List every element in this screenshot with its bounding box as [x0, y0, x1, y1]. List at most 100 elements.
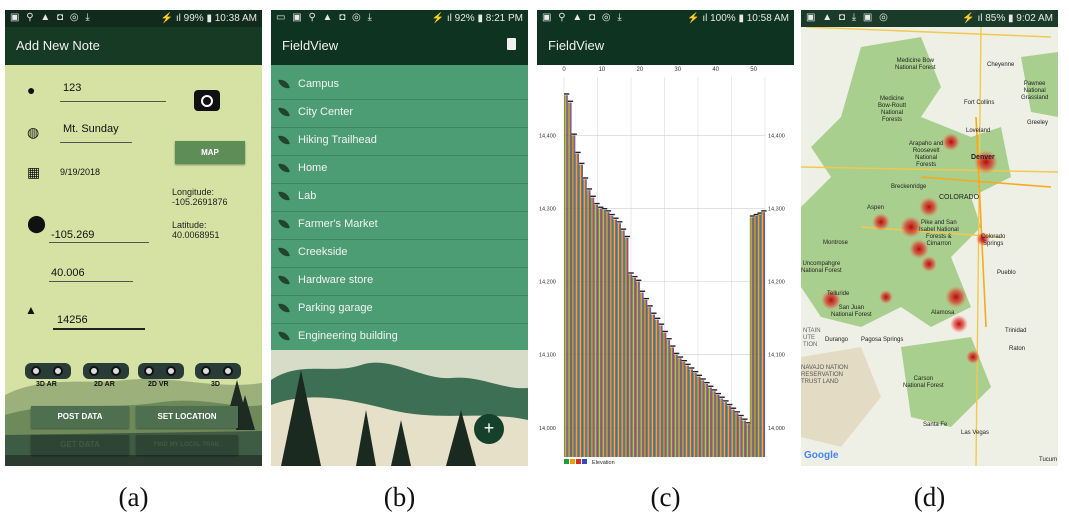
bar	[628, 274, 630, 457]
status-bar: ▣ ⚲ ▲ ◘ ◎ ⤓ ⚡ ıl 99% ▮ 10:38 AM	[5, 10, 262, 27]
bar	[695, 372, 697, 457]
bar	[582, 164, 583, 457]
bar	[650, 307, 652, 457]
bar	[639, 292, 641, 457]
x-tick-label: 10	[599, 67, 606, 73]
latitude-input[interactable]: 40.006	[51, 267, 85, 279]
bar	[740, 416, 742, 457]
bar	[666, 340, 668, 457]
vr-2d-vr-button[interactable]	[136, 361, 186, 383]
bar	[615, 219, 617, 457]
find-trail-button[interactable]: FIND MY LOCAL TRAIL	[136, 435, 238, 455]
bar	[585, 179, 587, 458]
bar	[700, 380, 702, 457]
calendar-icon: ▦	[27, 164, 41, 180]
set-location-button[interactable]: SET LOCATION	[136, 406, 238, 428]
bar	[637, 281, 639, 457]
elevation-underline	[53, 328, 145, 330]
map-label-pike: Pike and San Isabel National Forests & C…	[919, 220, 959, 247]
app-bar: FieldView	[271, 27, 528, 65]
bar	[729, 405, 731, 457]
data-label	[689, 367, 695, 369]
status-bar: ▣ ▲ ◘ ⤓ ▣ ◎ ⚡ ıl 85% ▮ 9:02 AM	[801, 10, 1058, 27]
bar	[680, 358, 682, 457]
x-tick-label: 50	[750, 67, 757, 73]
latitude-readout: Latitude: 40.0068951	[172, 220, 220, 240]
bar	[675, 354, 677, 457]
bar	[565, 95, 567, 457]
data-label	[571, 133, 577, 135]
x-tick-label: 30	[674, 67, 681, 73]
data-label	[594, 202, 600, 205]
data-label	[643, 297, 649, 300]
map-button[interactable]: MAP	[175, 141, 245, 164]
bar	[721, 398, 723, 457]
post-data-button[interactable]: POST DATA	[31, 406, 129, 428]
data-label	[719, 396, 725, 398]
bar	[713, 391, 715, 457]
bar	[690, 369, 691, 457]
list-item[interactable]: Lab	[271, 183, 528, 212]
data-label	[605, 210, 612, 212]
list-item[interactable]: Parking garage	[271, 295, 528, 324]
fieldview-list-screen: ▭ ▣ ⚲ ▲ ◘ ◎ ⤓ ⚡ ıl 92% ▮ 8:21 PM FieldVi…	[271, 10, 528, 466]
map-view[interactable]	[801, 27, 1058, 466]
list-item[interactable]: Home	[271, 155, 528, 184]
bar	[746, 424, 748, 457]
data-label	[666, 338, 672, 340]
bar	[632, 277, 634, 457]
list-item[interactable]: Campus	[271, 71, 528, 100]
bar	[719, 398, 721, 457]
elevation-input[interactable]: 14256	[57, 314, 88, 326]
get-data-button[interactable]: GET DATA	[31, 435, 129, 455]
bar	[682, 362, 684, 457]
bar	[697, 376, 699, 457]
bar	[703, 380, 705, 457]
leaf-icon	[278, 78, 290, 90]
map-label-trinidad: Trinidad	[1005, 328, 1027, 334]
data-label	[734, 411, 740, 413]
date-field[interactable]: 9/19/2018	[60, 167, 101, 177]
vr-2d-ar-button[interactable]	[81, 361, 131, 383]
bar	[706, 383, 708, 457]
list-item[interactable]: Creekside	[271, 239, 528, 268]
bar	[722, 398, 724, 457]
bar	[601, 210, 603, 457]
x-tick-label: 0	[562, 67, 566, 73]
trash-icon[interactable]	[507, 38, 516, 50]
name-input[interactable]: 123	[63, 82, 82, 94]
leaf-icon	[278, 106, 290, 118]
data-label	[746, 422, 752, 424]
list-item[interactable]: Engineering building	[271, 323, 528, 352]
map-label-pagosa: Pagosa Springs	[861, 337, 904, 343]
bar	[626, 237, 628, 457]
camera-icon[interactable]	[194, 90, 220, 111]
data-label	[761, 210, 767, 212]
vr-3d-ar-button[interactable]	[23, 361, 73, 383]
vr-3d-button[interactable]	[193, 361, 243, 383]
add-button[interactable]: +	[474, 414, 504, 444]
bar	[629, 274, 631, 457]
globe-icon: ◍	[27, 124, 40, 140]
place-input[interactable]: Mt. Sunday	[63, 123, 119, 135]
list-item[interactable]: Hardware store	[271, 267, 528, 296]
bar	[598, 208, 599, 457]
map-label-colorado: COLORADO	[939, 194, 980, 201]
list-item[interactable]: Hiking Trailhead	[271, 127, 528, 156]
bar	[625, 237, 627, 457]
bar	[631, 274, 633, 457]
elevation-chart[interactable]: 14,000 14,000 14,100 14,100 14,200 14,200 14,3…	[537, 65, 794, 466]
data-label	[628, 272, 634, 274]
list-item[interactable]: Farmer's Market	[271, 211, 528, 240]
data-label	[639, 290, 646, 292]
place-underline	[60, 142, 132, 143]
mountain-icon: ▲	[25, 303, 37, 317]
bar	[738, 416, 740, 457]
bar	[638, 281, 640, 457]
longitude-input[interactable]: -105.269	[51, 229, 95, 241]
list-item[interactable]: City Center	[271, 99, 528, 128]
bar	[751, 217, 753, 457]
data-label	[696, 374, 703, 377]
bar	[600, 208, 601, 457]
bar	[674, 354, 676, 457]
